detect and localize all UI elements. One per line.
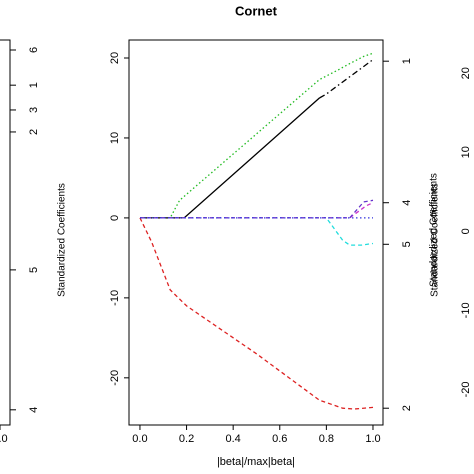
- y-tick-label: 0: [460, 228, 472, 234]
- y2-tick-label: 2: [401, 405, 413, 411]
- y-axis-label: Standardized Coefficients: [429, 173, 440, 287]
- plot-frame: [0, 39, 11, 426]
- y2-axis-label: Standardized Coefficients: [430, 183, 441, 297]
- y-tick-label: -10: [109, 290, 121, 306]
- x-tick-label: 0.8: [319, 433, 334, 445]
- coefficient-path: [140, 199, 374, 219]
- x-tick-label: 1.0: [0, 433, 8, 445]
- y2-tick-label: 6: [28, 47, 40, 53]
- y-tick-label: 20: [109, 52, 121, 64]
- y2-axis-label: Standardized Coefficients: [57, 183, 68, 297]
- x-tick-label: 0.0: [132, 433, 147, 445]
- coefficient-path: [319, 59, 374, 99]
- coefficient-path: [140, 97, 320, 219]
- y-tick-label: 0: [109, 215, 121, 221]
- plot-frame: [128, 39, 384, 426]
- x-tick-label: 0.4: [226, 433, 241, 445]
- chart-title: Cornet: [235, 3, 278, 18]
- y2-tick-label: 4: [401, 200, 413, 206]
- y2-tick-label: 1: [28, 82, 40, 88]
- y2-tick-label: 5: [28, 267, 40, 273]
- y2-tick-label: 5: [401, 241, 413, 247]
- y-tick-label: -20: [109, 370, 121, 386]
- y2-tick-label: 3: [28, 107, 40, 113]
- coefficient-path: [140, 217, 374, 246]
- y-tick-label: 10: [460, 146, 472, 158]
- coefficient-path: [140, 202, 374, 219]
- coefficient-path: [139, 217, 374, 410]
- y-tick-label: -10: [460, 302, 472, 318]
- x-axis-label: |beta|/max|beta|: [217, 456, 295, 468]
- y2-tick-label: 1: [401, 58, 413, 64]
- y-tick-label: -20: [460, 381, 472, 397]
- coefficient-path: [140, 52, 374, 219]
- y2-tick-label: 2: [28, 129, 40, 135]
- x-tick-label: 0.2: [179, 433, 194, 445]
- x-tick-label: 0.6: [272, 433, 287, 445]
- x-tick-label: 1.0: [365, 433, 380, 445]
- y2-tick-label: 4: [28, 407, 40, 413]
- y-tick-label: 20: [460, 67, 472, 79]
- y-tick-label: 10: [109, 132, 121, 144]
